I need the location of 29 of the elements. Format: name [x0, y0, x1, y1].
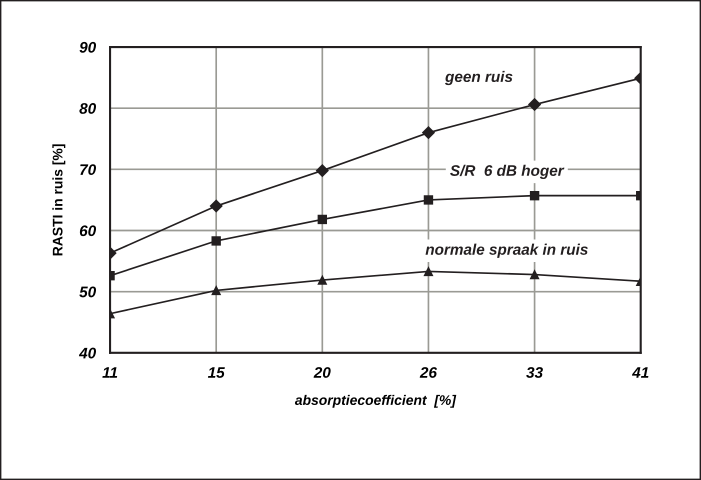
- y-tick-label: 90: [80, 42, 96, 53]
- y-tick-label: 60: [80, 225, 96, 236]
- point: [318, 275, 328, 285]
- point: [316, 164, 329, 177]
- x-tick-label: 15: [208, 367, 225, 378]
- x-tick-label: 26: [420, 367, 438, 378]
- point: [210, 200, 223, 212]
- point: [424, 266, 434, 276]
- point: [212, 236, 221, 246]
- point: [530, 270, 540, 280]
- y-tick-label: 80: [79, 103, 96, 114]
- y-tick-label: 70: [80, 164, 96, 176]
- y-tick-label: 40: [78, 348, 96, 358]
- x-tick-label: 33: [526, 367, 543, 378]
- x-tick-label: 20: [314, 367, 331, 378]
- point: [530, 190, 540, 200]
- x-tick-label: 41: [632, 367, 648, 378]
- point: [422, 126, 435, 140]
- series-label: geen ruis: [445, 70, 512, 86]
- point: [318, 214, 328, 224]
- y-axis-title: RASTI in ruis [%]: [52, 144, 66, 256]
- point: [424, 195, 434, 205]
- point: [528, 98, 541, 111]
- series-label: normale spraak in ruis: [426, 244, 588, 258]
- x-tick-label: 11: [102, 367, 118, 378]
- series-label: S/R 6 dB hoger: [450, 164, 564, 179]
- y-tick-label: 50: [79, 286, 96, 298]
- point: [212, 286, 221, 296]
- x-axis-title: absorptiecoefficient [%]: [294, 394, 456, 408]
